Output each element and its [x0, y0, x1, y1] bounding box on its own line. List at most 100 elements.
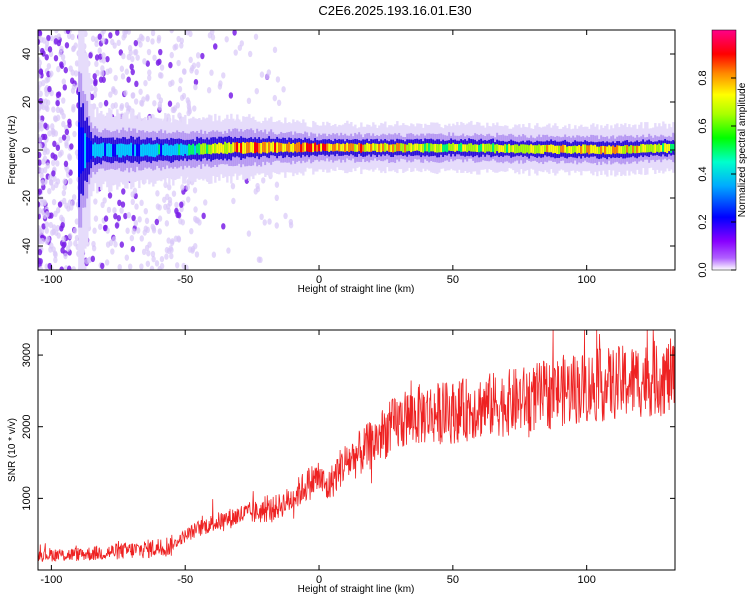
x-tick-label: 0: [316, 274, 322, 286]
spectrogram-cell: [119, 207, 124, 214]
spectrogram-cell: [71, 194, 77, 201]
spectrogram-cell: [97, 223, 103, 230]
spectrogram-cell: [142, 229, 147, 236]
spectrogram-cell: [57, 201, 63, 208]
spectrogram-cell: [233, 49, 238, 56]
spectrogram-cell: [67, 232, 73, 240]
spectrogram-cell: [275, 76, 281, 83]
spectrogram-cell: [175, 102, 180, 109]
spectrogram-cell: [138, 33, 144, 41]
spectrogram-cell: [159, 64, 165, 71]
spectrogram-cell: [528, 145, 531, 154]
spectrogram-cell: [166, 143, 169, 156]
spectrogram-cell: [384, 142, 387, 152]
spectrogram-cell: [444, 144, 447, 152]
spectrogram-cell: [340, 144, 343, 152]
snr-plot-area: [38, 330, 675, 562]
spectrogram-cell: [138, 144, 141, 157]
spectrogram-cell: [162, 145, 165, 156]
spectrogram-cell: [620, 146, 623, 154]
spectrogram-cell: [312, 143, 315, 153]
x-tick-label: -100: [40, 574, 62, 586]
spectrogram-cell: [50, 184, 56, 191]
spectrogram-cell: [51, 246, 56, 253]
spectrogram-cell: [53, 54, 59, 62]
spectrogram-cell: [272, 46, 278, 54]
spectrogram-cell: [280, 142, 283, 152]
spectrogram-cell: [584, 144, 587, 154]
spectrogram-cell: [592, 145, 595, 154]
spectrogram-cell: [103, 99, 109, 107]
spectrogram-cell: [188, 56, 193, 64]
spectrogram-cell: [398, 143, 401, 152]
spectrogram-cell: [38, 115, 41, 122]
spectrogram-cell: [656, 144, 659, 152]
spectrogram-cell: [266, 142, 269, 154]
spectrogram-cell: [71, 45, 76, 53]
spectrogram-cell: [170, 144, 173, 157]
spectrogram-cell: [426, 143, 429, 152]
spectrogram-cell: [186, 196, 191, 203]
snr-x-axis-label: Height of straight line (km): [298, 584, 415, 595]
spectrogram-cell: [154, 218, 160, 226]
spectrogram-cell: [246, 97, 252, 105]
spectrogram-cell: [594, 144, 597, 154]
spectrogram-cell: [626, 145, 629, 153]
spectrogram-cell: [228, 92, 234, 99]
spectrogram-cell: [108, 239, 114, 247]
spectrogram-cell: [155, 190, 160, 197]
spectrogram-cell: [43, 122, 48, 129]
spectrogram-cell: [42, 155, 48, 162]
spectrogram-cell: [92, 73, 97, 80]
spectrogram-cell: [392, 144, 395, 153]
spectrogram-cell: [194, 251, 200, 258]
spectrogram-cell: [472, 144, 475, 152]
spectrogram-cell: [67, 121, 72, 129]
spectrogram-cell: [564, 144, 567, 153]
spectrogram-cell: [504, 144, 507, 154]
spectrogram-cell: [134, 80, 139, 88]
spectrogram-cell: [346, 142, 349, 152]
spectrogram-cell: [100, 65, 105, 72]
spectrogram-cell: [328, 143, 331, 152]
spectrogram-cell: [74, 218, 80, 225]
spectrogram-cell: [364, 144, 367, 152]
spectrogram-cell: [143, 79, 148, 87]
spectrogram-cell: [53, 256, 58, 264]
spectrogram-cell: [150, 250, 156, 258]
spectrogram-cell: [112, 207, 117, 214]
spectrogram-cell: [158, 144, 161, 155]
spectrogram-cell: [254, 87, 259, 95]
spectrogram-cell: [186, 145, 189, 156]
spectrogram-cell: [454, 144, 457, 152]
spectrogram-cell: [55, 207, 61, 214]
spectrogram-cell: [120, 143, 123, 158]
spectrogram-cell: [98, 76, 104, 83]
spectrogram-cell: [590, 144, 593, 154]
spectrogram-cell: [46, 34, 51, 42]
colorbar-ticks: 0.0 0.2 0.4 0.6 0.8: [697, 70, 736, 278]
spectrogram-cell: [107, 192, 113, 199]
spectrogram-cell: [540, 145, 543, 154]
spectrogram-cell: [420, 143, 423, 153]
colorbar-tick-label: 0.0: [697, 262, 709, 277]
spectrogram-cell: [116, 214, 122, 222]
spectrogram-cell: [308, 143, 311, 152]
spectrogram-cell: [114, 222, 120, 229]
spectrogram-cell: [260, 142, 263, 154]
spectrogram-cell: [43, 146, 48, 153]
spectrogram-cell: [648, 144, 651, 153]
spectrogram-cell: [71, 103, 76, 111]
spectrogram-cell: [330, 143, 333, 151]
spectrogram-cell: [44, 54, 49, 61]
spectrogram-cell: [164, 246, 170, 254]
y-tick-label: 0: [21, 147, 33, 153]
spectrogram-cell: [113, 74, 118, 82]
spectrogram-cell: [38, 97, 43, 105]
spectrogram-cell: [121, 34, 126, 41]
spectrogram-cell: [164, 253, 169, 260]
spectrogram-cell: [64, 202, 69, 209]
spectrogram-cell: [209, 69, 214, 76]
spectrogram-cell: [424, 143, 427, 152]
spectrogram-cell: [410, 143, 413, 153]
